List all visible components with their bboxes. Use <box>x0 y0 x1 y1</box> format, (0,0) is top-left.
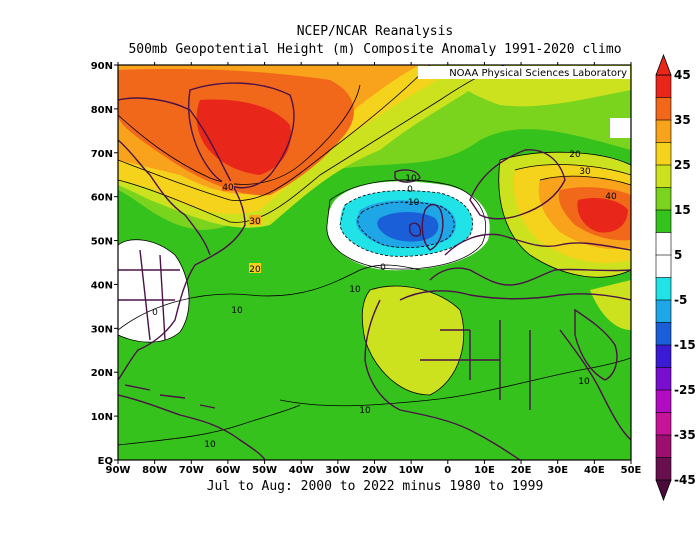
colorbar-swatch <box>655 277 672 301</box>
contour-label-group: 40 30 20 10 0 -10 10 0 10 10 10 10 0 20 … <box>152 150 617 450</box>
contour-label: 20 <box>569 150 581 160</box>
lon-tick-label: 20W <box>362 465 387 476</box>
colorbar-swatch <box>655 322 672 346</box>
anomaly-field <box>118 65 631 460</box>
colorbar-label: 5 <box>674 248 682 262</box>
contour-label: 0 <box>152 308 158 318</box>
chart-subtitle: 500mb Geopotential Height (m) Composite … <box>128 42 622 57</box>
lat-tick-label: 80N <box>91 105 113 116</box>
colorbar-swatch <box>655 164 672 189</box>
colorbar-swatch <box>655 457 672 481</box>
contour-label: 20 <box>249 265 261 275</box>
credit-box <box>418 66 630 79</box>
lon-tick-label: 70W <box>179 465 204 476</box>
colorbar-label: -35 <box>674 428 696 442</box>
contour-label: 10 <box>578 377 590 387</box>
lon-tick-label: 90W <box>106 465 131 476</box>
latitude-axis: EQ 10N 20N 30N 40N 50N 60N 70N 80N 90N <box>91 61 118 467</box>
colorbar-label: -45 <box>674 473 696 487</box>
lat-tick-label: EQ <box>98 456 113 467</box>
lat-tick-label: 40N <box>91 280 113 291</box>
colorbar-swatch <box>655 142 672 166</box>
colorbar-label: 35 <box>674 113 691 127</box>
time-range-caption: Jul to Aug: 2000 to 2022 minus 1980 to 1… <box>206 479 544 494</box>
colorbar-label: 15 <box>674 203 691 217</box>
colorbar-swatch <box>655 434 672 459</box>
coastlines <box>118 82 631 460</box>
colorbar-swatch <box>655 299 672 324</box>
colorbar-swatch <box>655 389 672 414</box>
lon-tick-label: 10W <box>399 465 424 476</box>
lon-tick-label: 20E <box>511 465 532 476</box>
lon-tick-label: 60W <box>215 465 240 476</box>
contour-label: 40 <box>605 192 617 202</box>
colorbar-top-arrow <box>655 53 672 76</box>
contour-label: 40 <box>222 183 234 193</box>
colorbar: 45 35 25 15 5 -5 -15 -25 -35 -45 <box>655 53 696 502</box>
colorbar-swatch <box>655 97 672 121</box>
lat-tick-label: 10N <box>91 412 113 423</box>
colorbar-swatch <box>655 232 672 256</box>
lat-tick-label: 90N <box>91 61 113 72</box>
lon-tick-label: 10E <box>474 465 495 476</box>
colorbar-label: -5 <box>674 293 687 307</box>
lon-tick-label: 80W <box>142 465 167 476</box>
lon-tick-label: 30E <box>547 465 568 476</box>
lon-tick-label: 30W <box>325 465 350 476</box>
contour-label: -10 <box>405 198 420 208</box>
contour-label: 30 <box>579 167 591 177</box>
colorbar-swatch <box>655 344 672 369</box>
colorbar-swatch <box>655 254 672 279</box>
colorbar-label: -15 <box>674 338 696 352</box>
longitude-axis: 90W 80W 70W 60W 50W 40W 30W 20W 10W 0 10E 20E 30E 40E… <box>106 62 642 476</box>
colorbar-label: 25 <box>674 158 691 172</box>
chart-title: NCEP/NCAR Reanalysis <box>296 24 454 39</box>
colorbar-swatch <box>655 119 672 144</box>
contour-label: 10 <box>405 174 417 184</box>
colorbar-bottom-arrow <box>655 479 672 502</box>
colorbar-swatch <box>655 209 672 234</box>
contour-label: 10 <box>231 306 243 316</box>
contour-label: 30 <box>249 217 261 227</box>
colorbar-swatch <box>655 412 672 436</box>
lon-tick-label: 40W <box>289 465 314 476</box>
contour-label: 0 <box>380 263 386 273</box>
lat-tick-label: 30N <box>91 324 113 335</box>
lat-tick-label: 50N <box>91 237 113 248</box>
colorbar-label: 45 <box>674 68 691 82</box>
contour-label: 10 <box>204 440 216 450</box>
colorbar-swatch <box>655 367 672 391</box>
contour-label: 10 <box>349 285 361 295</box>
lat-tick-label: 20N <box>91 368 113 379</box>
credit-text: NOAA Physical Sciences Laboratory <box>449 68 627 79</box>
lon-tick-label: 50E <box>621 465 642 476</box>
colorbar-swatch <box>655 74 672 99</box>
lat-tick-label: 70N <box>91 149 113 160</box>
contour-label: 0 <box>407 185 413 195</box>
lon-tick-label: 40E <box>584 465 605 476</box>
colorbar-label: -25 <box>674 383 696 397</box>
lon-tick-label: 0 <box>444 465 451 476</box>
colorbar-swatch <box>655 187 672 211</box>
lon-tick-label: 50W <box>252 465 277 476</box>
contour-label: 10 <box>359 406 371 416</box>
lat-tick-label: 60N <box>91 193 113 204</box>
